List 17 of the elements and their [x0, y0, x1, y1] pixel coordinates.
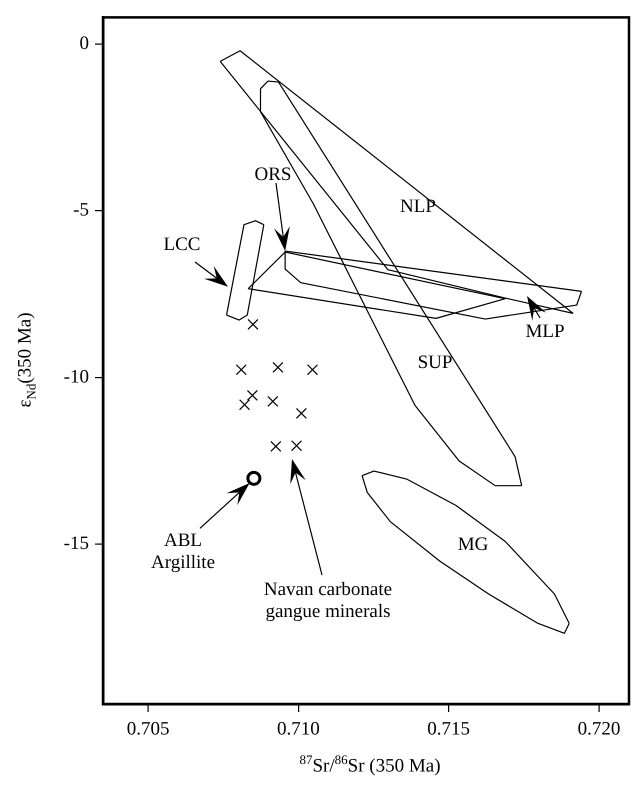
- x-tick-label: 0.715: [427, 718, 470, 740]
- annotation: NLP: [400, 196, 436, 217]
- annotation: MG: [458, 534, 489, 555]
- y-tick-label: -10: [64, 366, 89, 388]
- y-tick-label: -15: [64, 533, 89, 554]
- x-axis-title: $^{87}$Sr/$^{86}$Sr (350 Ma): [299, 752, 441, 778]
- x-tick-label: 0.720: [578, 718, 620, 740]
- annotation: Navan carbonate gangue minerals: [264, 578, 392, 622]
- x-tick-label: 0.705: [126, 718, 170, 740]
- annotation: ORS: [254, 164, 292, 185]
- annotation: MLP: [525, 320, 565, 342]
- x-tick-label: 0.710: [276, 718, 320, 740]
- annotation: ABL Argillite: [150, 530, 216, 573]
- annotation: SUP: [418, 352, 452, 373]
- y-tick-label: 0: [80, 33, 89, 54]
- annotation: LCC: [164, 234, 200, 255]
- y-tick-label: -5: [73, 200, 89, 221]
